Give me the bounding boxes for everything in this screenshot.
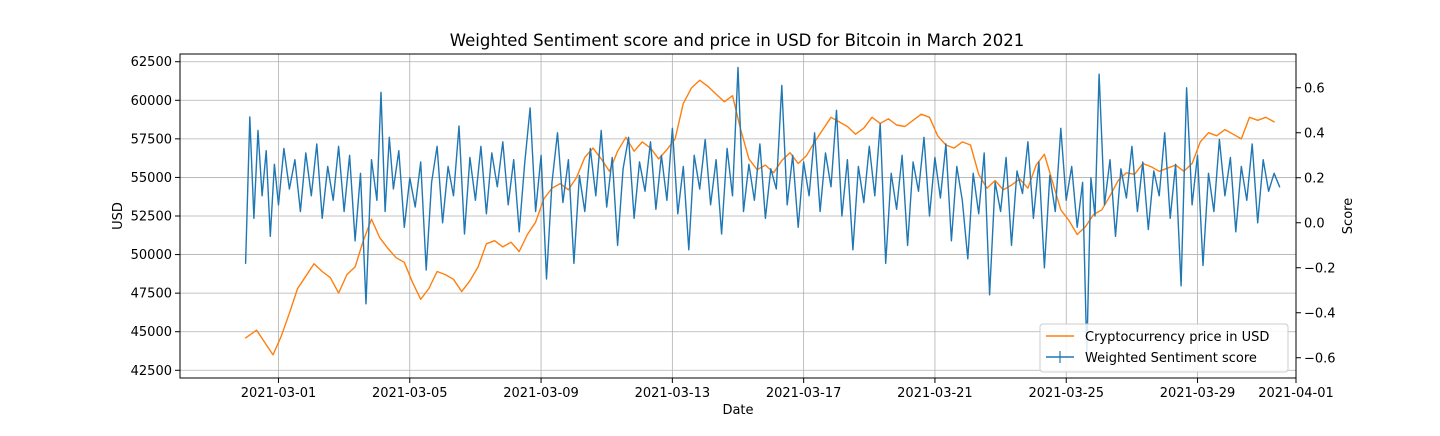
y-left-axis-label: USD [111, 202, 126, 230]
x-tick-label: 2021-04-01 [1258, 386, 1334, 401]
y-left-tick-label: 47500 [131, 287, 172, 302]
x-tick-label: 2021-03-25 [1028, 386, 1104, 401]
y-left-tick-label: 52500 [131, 210, 172, 225]
x-tick-label: 2021-03-13 [635, 386, 711, 401]
x-axis: 2021-03-01 2021-03-05 2021-03-09 2021-03-13… [241, 378, 1334, 401]
y-right-axis: −0.6 −0.4 −0.2 0.0 0.2 0.4 0.6 [1296, 81, 1336, 366]
x-tick-label: 2021-03-29 [1160, 386, 1236, 401]
sentiment-series-line [244, 66, 1281, 354]
y-right-tick-label: 0.2 [1304, 171, 1325, 186]
legend-entry-sentiment: Weighted Sentiment score [1046, 351, 1257, 366]
chart-title: Weighted Sentiment score and price in US… [450, 31, 1024, 50]
y-left-tick-label: 57500 [131, 132, 172, 147]
legend-entry-price: Cryptocurrency price in USD [1046, 330, 1269, 345]
y-right-tick-label: −0.2 [1304, 261, 1336, 276]
y-left-axis: 42500 45000 47500 50000 52500 55000 57500 60000… [131, 55, 180, 379]
y-left-tick-label: 55000 [131, 171, 172, 186]
y-right-tick-label: 0.0 [1304, 216, 1325, 231]
y-right-tick-label: 0.4 [1304, 126, 1325, 141]
legend-box [1039, 323, 1289, 373]
y-right-tick-label: −0.6 [1304, 351, 1336, 366]
legend: Cryptocurrency price in USD Weighted Sen… [1039, 323, 1289, 373]
x-tick-label: 2021-03-09 [503, 386, 579, 401]
x-tick-label: 2021-03-21 [897, 386, 973, 401]
y-left-tick-label: 60000 [131, 94, 172, 109]
price-series-line [244, 79, 1275, 356]
y-left-tick-label: 50000 [131, 248, 172, 263]
y-right-tick-label: −0.4 [1304, 306, 1336, 321]
legend-label-sentiment: Weighted Sentiment score [1085, 351, 1257, 366]
y-left-tick-label: 62500 [131, 55, 172, 70]
x-tick-label: 2021-03-17 [766, 386, 842, 401]
plot-series [244, 66, 1281, 356]
y-left-tick-label: 45000 [131, 325, 172, 340]
legend-label-price: Cryptocurrency price in USD [1085, 330, 1269, 345]
y-right-axis-label: Score [1341, 198, 1356, 234]
x-axis-label: Date [722, 403, 753, 418]
x-tick-label: 2021-03-01 [241, 386, 317, 401]
x-tick-label: 2021-03-05 [372, 386, 448, 401]
y-right-tick-label: 0.6 [1304, 81, 1325, 96]
y-left-tick-label: 42500 [131, 364, 172, 379]
plot-frame [179, 53, 1297, 379]
